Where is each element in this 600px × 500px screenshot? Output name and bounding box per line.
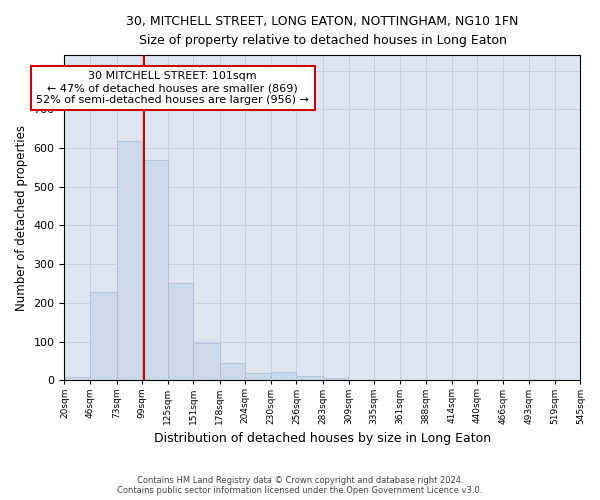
Bar (296, 376, 323, 380)
Bar (64, 377, 90, 380)
Bar (116, 141, 142, 380)
Title: 30, MITCHELL STREET, LONG EATON, NOTTINGHAM, NG10 1FN
Size of property relative : 30, MITCHELL STREET, LONG EATON, NOTTING… (126, 15, 518, 47)
Bar (90, 292, 116, 380)
Bar (245, 372, 271, 380)
Bar (142, 160, 167, 380)
Text: 30 MITCHELL STREET: 101sqm
← 47% of detached houses are smaller (869)
52% of sem: 30 MITCHELL STREET: 101sqm ← 47% of deta… (36, 72, 309, 104)
Bar (167, 283, 193, 380)
Y-axis label: Number of detached properties: Number of detached properties (15, 124, 28, 310)
Bar (220, 362, 245, 380)
X-axis label: Distribution of detached houses by size in Long Eaton: Distribution of detached houses by size … (154, 432, 491, 445)
Bar (323, 378, 349, 380)
Bar (271, 372, 296, 380)
Text: Contains HM Land Registry data © Crown copyright and database right 2024.
Contai: Contains HM Land Registry data © Crown c… (118, 476, 482, 495)
Bar (193, 343, 220, 380)
